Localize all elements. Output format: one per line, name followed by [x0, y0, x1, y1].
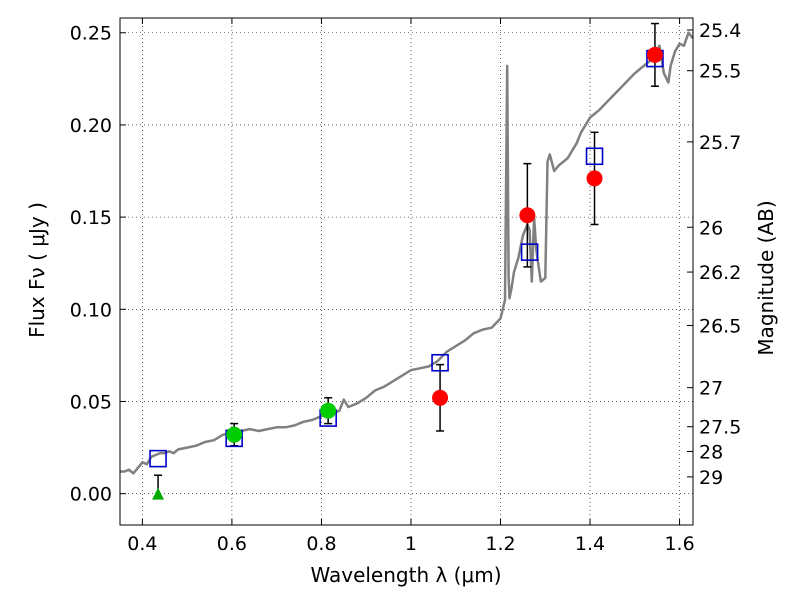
- magnitude-axis-ticks: 25.4 25.5 25.7 26 26.2 26.5 27 27.528 29: [687, 20, 741, 489]
- magnitude-tick-label: 25.4: [699, 20, 741, 42]
- error-bars: [154, 22, 659, 494]
- model-photometry-square: [431, 353, 449, 372]
- y-tick-label: 0.25: [70, 23, 112, 45]
- magnitude-tick-label: 27.5: [699, 417, 741, 439]
- upper-limit-triangle: [152, 487, 165, 500]
- x-tick-label: 0.4: [127, 533, 157, 555]
- y-tick-label: 0.05: [70, 391, 112, 413]
- plot-frame: [119, 17, 694, 526]
- y-axis-ticks: 0.00 0.05 0.10 0.15 0.20 0.25: [70, 23, 126, 506]
- y-axis-label: Flux Fν ( μJy ): [25, 202, 49, 338]
- model-photometry-square: [585, 147, 604, 166]
- observed-point-red: [586, 170, 603, 187]
- observed-point-green: [226, 426, 243, 443]
- magnitude-tick-label: 26.5: [699, 316, 741, 338]
- x-tick-label: 0.8: [306, 533, 336, 555]
- magnitude-tick-label: 25.7: [699, 132, 741, 154]
- magnitude-tick-label: 28: [699, 441, 723, 463]
- magnitude-tick-label: 25.5: [699, 61, 741, 83]
- x-tick-label: 1.4: [575, 533, 605, 555]
- observed-point-green: [320, 402, 337, 419]
- observed-point-red: [646, 46, 663, 63]
- observed-point-red: [519, 207, 536, 224]
- y-tick-label: 0.15: [70, 207, 112, 229]
- model-photometry-square: [520, 243, 539, 261]
- grid-lines: [120, 18, 693, 525]
- y-tick-label: 0.00: [70, 484, 112, 506]
- y-tick-label: 0.20: [70, 115, 112, 137]
- magnitude-tick-label: 26: [699, 217, 723, 239]
- magnitude-tick-label: 26.2: [699, 262, 741, 284]
- x-tick-label: 0.6: [217, 533, 247, 555]
- magnitude-tick-label: 27: [699, 378, 723, 400]
- model-spectrum-line: [120, 31, 694, 475]
- x-tick-label: 1: [405, 533, 417, 555]
- x-axis-ticks: 0.4 0.6 0.8 1 1.2 1.4 1.6: [127, 18, 695, 555]
- x-tick-label: 1.2: [485, 533, 515, 555]
- plot-area: [120, 31, 694, 475]
- model-photometry-square: [149, 449, 167, 468]
- y-tick-label: 0.10: [70, 299, 112, 321]
- x-axis-label: Wavelength λ (μm): [310, 563, 501, 587]
- right-axis-label: Magnitude (AB): [754, 200, 778, 355]
- x-tick-label: 1.6: [664, 533, 694, 555]
- magnitude-tick-label: 29: [699, 467, 723, 489]
- markers: [149, 46, 664, 500]
- observed-point-red: [432, 389, 449, 406]
